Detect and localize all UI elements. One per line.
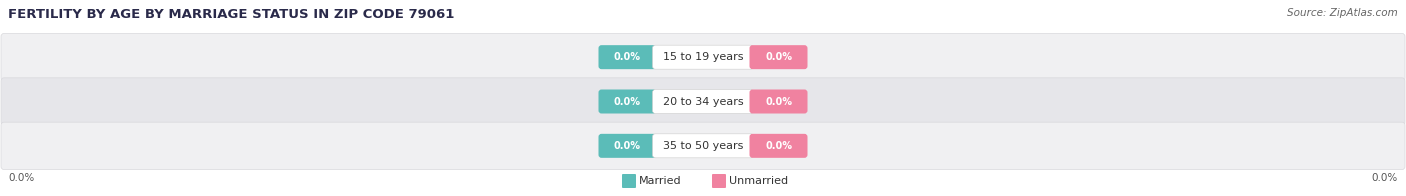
Text: 15 to 19 years: 15 to 19 years xyxy=(662,52,744,62)
FancyBboxPatch shape xyxy=(749,90,807,113)
Text: Married: Married xyxy=(638,176,682,186)
FancyBboxPatch shape xyxy=(711,174,725,188)
FancyBboxPatch shape xyxy=(652,45,754,69)
Text: 0.0%: 0.0% xyxy=(8,173,34,183)
Text: Unmarried: Unmarried xyxy=(728,176,789,186)
FancyBboxPatch shape xyxy=(599,45,657,69)
Text: 0.0%: 0.0% xyxy=(614,141,641,151)
FancyBboxPatch shape xyxy=(621,174,636,188)
FancyBboxPatch shape xyxy=(1,122,1405,170)
FancyBboxPatch shape xyxy=(599,134,657,158)
FancyBboxPatch shape xyxy=(652,134,754,158)
Text: 0.0%: 0.0% xyxy=(614,96,641,106)
Text: 0.0%: 0.0% xyxy=(1372,173,1398,183)
FancyBboxPatch shape xyxy=(749,45,807,69)
Text: 35 to 50 years: 35 to 50 years xyxy=(662,141,744,151)
Text: 0.0%: 0.0% xyxy=(765,141,792,151)
Text: 0.0%: 0.0% xyxy=(765,96,792,106)
Text: 0.0%: 0.0% xyxy=(614,52,641,62)
FancyBboxPatch shape xyxy=(1,34,1405,81)
FancyBboxPatch shape xyxy=(749,134,807,158)
Text: 20 to 34 years: 20 to 34 years xyxy=(662,96,744,106)
Text: 0.0%: 0.0% xyxy=(765,52,792,62)
FancyBboxPatch shape xyxy=(1,78,1405,125)
Text: Source: ZipAtlas.com: Source: ZipAtlas.com xyxy=(1288,8,1398,18)
FancyBboxPatch shape xyxy=(599,90,657,113)
FancyBboxPatch shape xyxy=(652,90,754,113)
Text: FERTILITY BY AGE BY MARRIAGE STATUS IN ZIP CODE 79061: FERTILITY BY AGE BY MARRIAGE STATUS IN Z… xyxy=(8,8,454,21)
